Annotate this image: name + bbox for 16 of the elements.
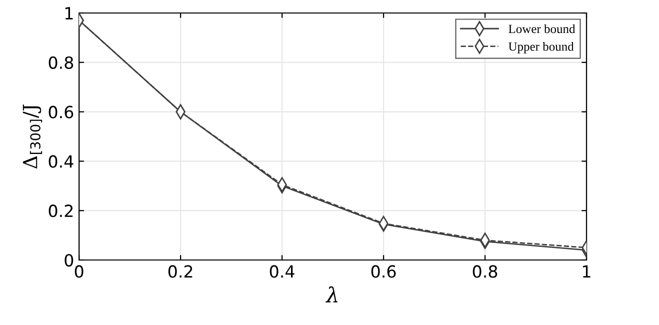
y-tick-label: 0.8 <box>48 56 74 69</box>
x-axis-title: λ <box>326 286 338 302</box>
x-tick-label: 0.2 <box>168 265 192 278</box>
x-tick-label: 0.4 <box>270 265 294 278</box>
legend-label: Upper bound <box>508 42 574 54</box>
legend-label: Lower bound <box>508 24 576 34</box>
x-tick-label: 0 <box>74 265 84 278</box>
x-tick-label: 0.8 <box>472 265 498 278</box>
y-tick-label: 0.4 <box>48 155 74 168</box>
y-tick-label: 0.2 <box>48 204 73 218</box>
y-tick-label: 1 <box>65 7 73 20</box>
y-axis-title: Δ$_{[300]}$/J <box>22 104 42 169</box>
x-tick-label: 1 <box>583 265 590 278</box>
y-tick-label: 0 <box>64 254 74 267</box>
x-tick-label: 0.6 <box>371 265 396 278</box>
y-tick-label: 0.6 <box>48 106 74 118</box>
